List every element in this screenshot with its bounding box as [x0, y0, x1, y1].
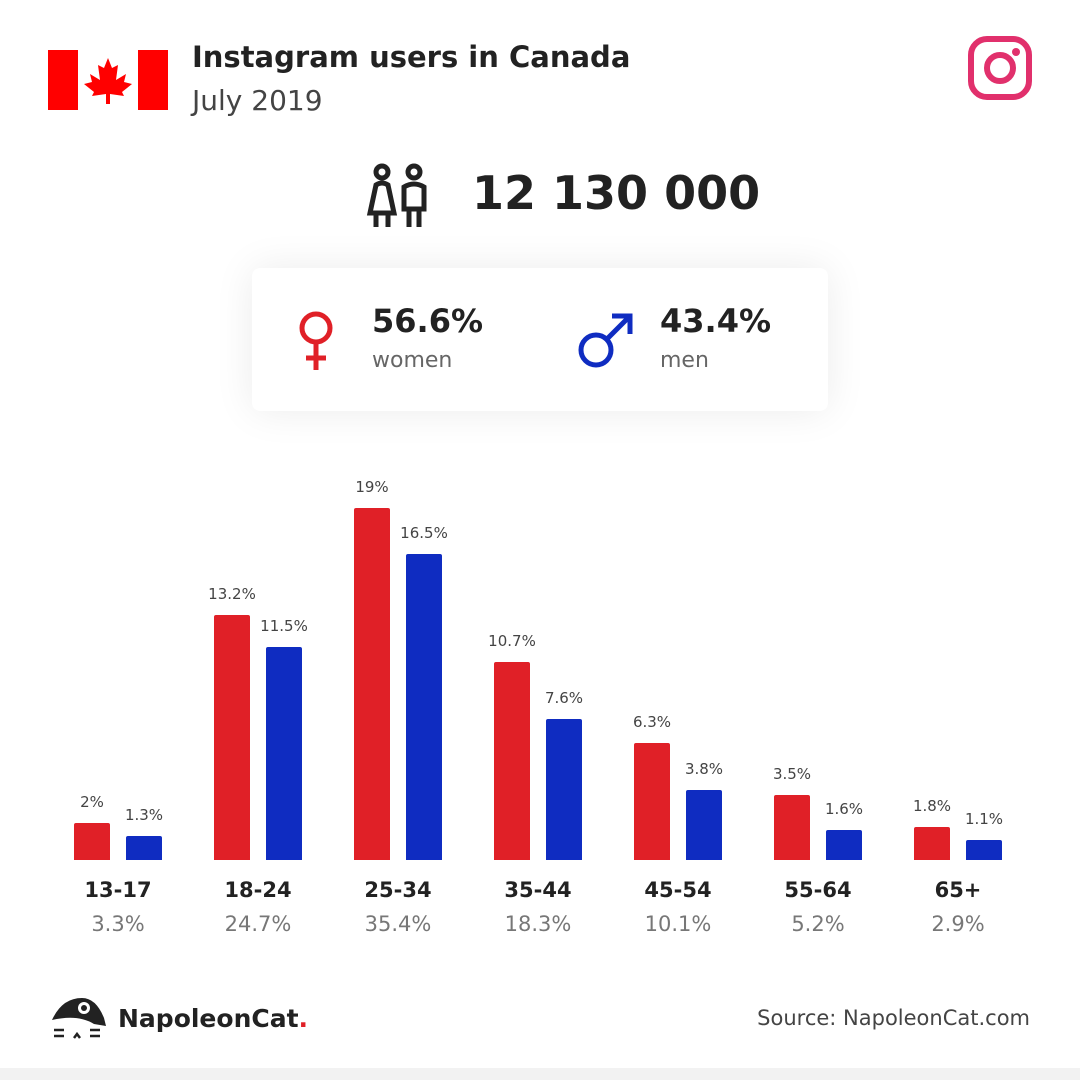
chart-subtitle: July 2019 — [192, 84, 323, 117]
women-percent: 56.6% — [372, 302, 484, 340]
age-bar-chart: 2% 1.3% 13-17 3.3% 13.2% 11.5% 18-24 24.7% 19% 16… — [74, 478, 1004, 936]
bar-women-45-54 — [634, 743, 670, 860]
male-icon — [578, 313, 633, 368]
data-label: 16.5% — [400, 524, 448, 543]
data-label: 1.3% — [124, 805, 164, 824]
data-label: 2% — [80, 792, 104, 811]
bar-men-35-44 — [546, 719, 582, 860]
total-users: 12 130 000 — [472, 166, 761, 220]
data-label: 13.2% — [208, 585, 256, 604]
bar-men-55-64 — [826, 830, 862, 860]
data-label: 1.6% — [824, 800, 864, 819]
people-icon — [366, 163, 427, 227]
bar-men-18-24 — [266, 646, 302, 860]
bar-men-65+ — [966, 839, 1002, 860]
brand-dot: . — [298, 1004, 309, 1033]
chart-title: Instagram users in Canada — [192, 40, 631, 74]
data-label: 3.8% — [684, 759, 724, 778]
bar-women-65+ — [914, 826, 950, 860]
women-label: women — [372, 348, 453, 373]
instagram-icon — [968, 36, 1032, 100]
men-label: men — [660, 348, 709, 373]
category-total: 3.3% — [91, 912, 145, 936]
category-label: 18-24 — [224, 878, 292, 902]
category-total: 18.3% — [504, 912, 572, 936]
source-text: Source: NapoleonCat.com — [757, 1006, 1030, 1030]
data-label: 6.3% — [632, 713, 672, 732]
bar-women-18-24 — [214, 615, 250, 860]
bottom-strip — [0, 1068, 1080, 1080]
category-label: 45-54 — [644, 878, 712, 902]
data-label: 1.1% — [964, 809, 1004, 828]
category-label: 55-64 — [784, 878, 852, 902]
bar-women-55-64 — [774, 795, 810, 860]
category-total: 2.9% — [931, 912, 985, 936]
data-label: 1.8% — [912, 796, 952, 815]
data-label: 7.6% — [544, 689, 584, 708]
bar-women-35-44 — [494, 661, 530, 860]
napoleoncat-logo: NapoleonCat. — [118, 1004, 308, 1033]
bar-women-25-34 — [354, 508, 390, 860]
gender-card: 56.6% women 43.4% men — [252, 268, 828, 411]
data-label: 11.5% — [260, 616, 308, 635]
category-label: 35-44 — [504, 878, 572, 902]
data-label: 10.7% — [488, 631, 536, 650]
category-label: 13-17 — [84, 878, 152, 902]
bar-men-45-54 — [686, 789, 722, 860]
napoleoncat-logo-icon — [52, 998, 106, 1039]
category-total: 24.7% — [224, 912, 292, 936]
category-label: 25-34 — [364, 878, 432, 902]
category-label: 65+ — [934, 878, 982, 902]
brand-name: NapoleonCat — [118, 1004, 299, 1033]
data-label: 3.5% — [772, 765, 812, 784]
category-total: 10.1% — [644, 912, 712, 936]
bar-men-25-34 — [406, 554, 442, 860]
bar-men-13-17 — [126, 835, 162, 860]
category-total: 35.4% — [364, 912, 432, 936]
men-percent: 43.4% — [660, 302, 772, 340]
bar-women-13-17 — [74, 822, 110, 860]
female-icon — [299, 311, 333, 370]
canada-flag-icon — [48, 50, 168, 110]
category-total: 5.2% — [791, 912, 845, 936]
data-label: 19% — [355, 478, 389, 496]
